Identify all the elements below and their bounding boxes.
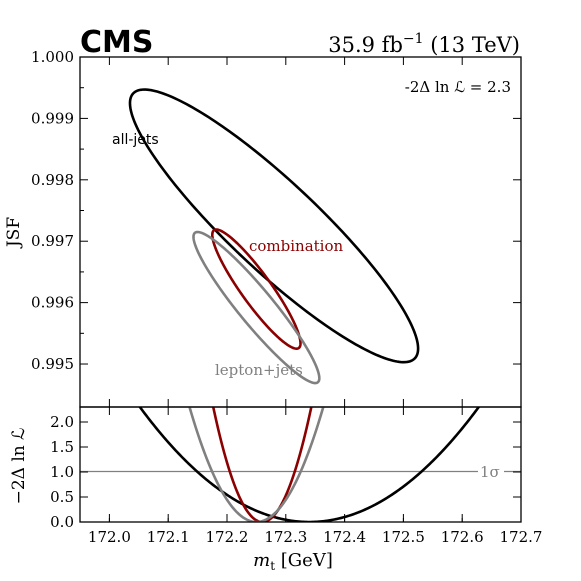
top-y-tick-label: 1.000 — [31, 48, 74, 66]
contour-combination — [210, 228, 302, 350]
contour-level-annotation: -2Δ ln ℒ = 2.3 — [405, 78, 511, 96]
bottom-frame — [79, 406, 522, 523]
x-tick-label: 172.3 — [264, 528, 307, 546]
x-tick-label: 172.1 — [147, 528, 190, 546]
bottom-y-tick-label: 1.0 — [50, 463, 74, 481]
x-tick-label: 172.4 — [323, 528, 366, 546]
bottom-y-axis-title: −2Δ ln ℒ — [9, 428, 29, 505]
bottom-y-tick-label: 0.5 — [50, 488, 74, 506]
top-ticks: 0.995 0.996 0.997 0.998 0.999 1.000 — [31, 48, 522, 407]
top-y-tick-label: 0.999 — [31, 109, 74, 127]
likelihood-curve-lepton-jets — [188, 407, 325, 522]
likelihood-curve-combination — [211, 407, 313, 522]
top-y-axis-title: JSF — [4, 217, 24, 249]
label-lepton-jets: lepton+jets — [215, 361, 303, 379]
top-y-tick-label: 0.995 — [31, 355, 74, 373]
bottom-y-tick-label: 2.0 — [50, 413, 74, 431]
luminosity-label: 35.9 fb−1 (13 TeV) — [328, 31, 520, 57]
one-sigma-label: 1σ — [480, 463, 500, 481]
x-axis-title: mt [GeV] — [253, 550, 333, 573]
top-frame — [79, 56, 522, 408]
top-contours — [128, 88, 420, 385]
top-panel: 0.995 0.996 0.997 0.998 0.999 1.000 JSF -2Δ l… — [4, 48, 522, 408]
label-all-jets: all-jets — [112, 132, 159, 148]
experiment-label: CMS — [80, 25, 153, 60]
x-tick-label: 172.2 — [206, 528, 249, 546]
top-y-tick-label: 0.997 — [31, 232, 74, 250]
contour-lepton-jets — [192, 230, 321, 385]
x-tick-label: 172.5 — [382, 528, 425, 546]
x-tick-label: 172.6 — [441, 528, 484, 546]
label-combination: combination — [249, 237, 344, 255]
top-y-tick-label: 0.996 — [31, 294, 74, 312]
contour-all-jets — [128, 88, 420, 364]
x-tick-label: 172.0 — [88, 528, 131, 546]
bottom-panel: 1σ 0.0 0.5 1.0 1.5 2.0 172.0 172.1 172.2 172.3 17… — [9, 406, 542, 573]
bottom-y-tick-label: 0.0 — [50, 513, 74, 531]
x-tick-label: 172.7 — [500, 528, 543, 546]
bottom-y-tick-label: 1.5 — [50, 438, 74, 456]
top-y-tick-label: 0.998 — [31, 171, 74, 189]
bottom-ticks: 0.0 0.5 1.0 1.5 2.0 172.0 172.1 172.2 172.3 172.4… — [50, 407, 542, 546]
